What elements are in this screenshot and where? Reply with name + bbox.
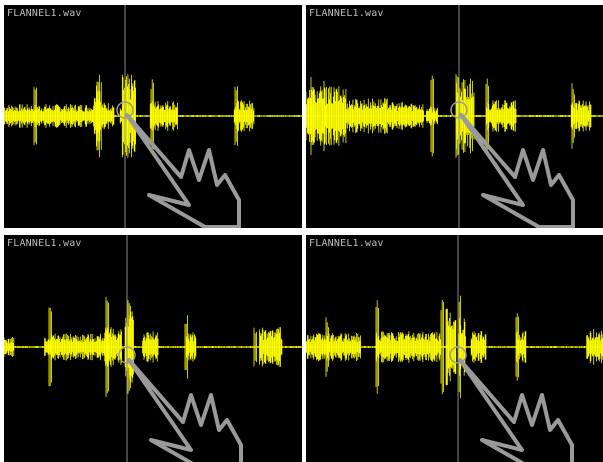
hand-pointer-icon bbox=[450, 347, 572, 462]
file-label: FLANNEL1.wav bbox=[7, 238, 82, 249]
waveform-canvas[interactable] bbox=[4, 5, 302, 228]
file-label: FLANNEL1.wav bbox=[309, 8, 384, 19]
waveform-trace bbox=[4, 297, 302, 397]
waveform-pane-bottom-right[interactable]: FLANNEL1.wav bbox=[306, 235, 603, 462]
waveform-canvas[interactable] bbox=[306, 5, 603, 228]
waveform-pane-bottom-left[interactable]: FLANNEL1.wav bbox=[4, 235, 302, 462]
file-label: FLANNEL1.wav bbox=[7, 8, 82, 19]
hand-pointer-icon bbox=[119, 347, 241, 462]
waveform-canvas[interactable] bbox=[306, 235, 603, 462]
waveform-canvas[interactable] bbox=[4, 235, 302, 462]
waveform-pane-top-right[interactable]: FLANNEL1.wav bbox=[306, 5, 603, 228]
file-label: FLANNEL1.wav bbox=[309, 238, 384, 249]
waveform-pane-top-left[interactable]: FLANNEL1.wav bbox=[4, 5, 302, 228]
